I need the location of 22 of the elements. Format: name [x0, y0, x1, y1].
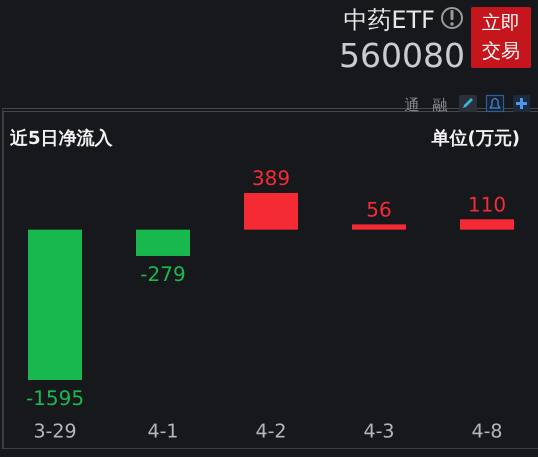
chart-title: 近5日净流入 — [9, 128, 114, 149]
trade-button[interactable]: 立即交易 — [471, 7, 531, 68]
x-tick-label: 4-3 — [363, 420, 395, 442]
data-label: 389 — [252, 166, 290, 190]
text: 560080 — [339, 36, 465, 75]
x-tick-label: 3-29 — [33, 420, 77, 442]
text: 融 — [432, 96, 448, 114]
bar — [136, 230, 190, 256]
bar — [244, 193, 298, 230]
data-label: -279 — [140, 262, 186, 286]
data-label: 110 — [468, 192, 506, 216]
text: 单位(万元) — [430, 128, 520, 149]
bar — [352, 224, 406, 230]
text: 中药ETF — [343, 6, 435, 34]
data-label: 56 — [366, 197, 392, 222]
bar — [460, 219, 514, 230]
text: 通 — [404, 96, 420, 114]
x-tick-label: 4-8 — [471, 420, 503, 442]
data-label: -1595 — [26, 386, 84, 410]
x-tick-label: 4-1 — [147, 420, 179, 442]
x-tick-label: 4-2 — [255, 420, 287, 442]
bar — [28, 230, 82, 380]
